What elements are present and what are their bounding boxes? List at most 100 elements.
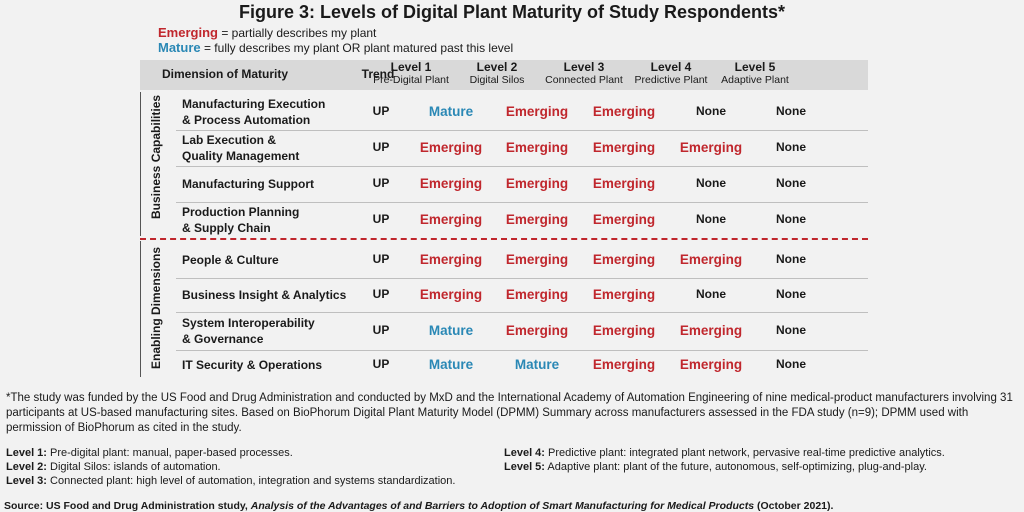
cell-level-5-none: None [776,323,806,337]
cell-level-5-none: None [776,252,806,266]
level-definition-5: Level 5: Adaptive plant: plant of the fu… [504,460,927,474]
row-divider [176,312,868,313]
level-definition-3: Level 3: Connected plant: high level of … [6,474,455,488]
cell-level-5-none: None [776,212,806,226]
row-dimension-label: Business Insight & Analytics [182,287,346,303]
figure-title: Figure 3: Levels of Digital Plant Maturi… [238,2,786,22]
cell-level-4-none: None [696,176,726,190]
legend-emerging: Emerging = partially describes my plant [158,25,376,40]
cell-level-1-emerging: Emerging [419,140,483,155]
header-level-name: Level 5 [734,60,776,74]
group-label-enabling: Enabling Dimensions [149,246,163,369]
cell-level-3-emerging: Emerging [592,252,656,267]
row-label-line1: Production Planning [182,205,300,219]
header-level-4: Level 4 Predictive Plant [626,61,716,87]
level-definition-label: Level 2: [6,461,47,473]
cell-level-1-mature: Mature [428,104,474,119]
header-level-name: Level 1 [390,60,432,74]
header-level-name: Level 3 [563,60,605,74]
level-definition-text: Pre-digital plant: manual, paper-based p… [50,447,293,459]
business-group-border [140,92,141,236]
row-label-line1: Lab Execution & [182,133,277,147]
row-label-line1: System Interoperability [182,316,315,330]
legend-emerging-word: Emerging [158,25,218,40]
row-trend: UP [372,287,390,301]
group-divider [140,238,868,240]
header-level-sub: Digital Silos [469,74,525,86]
cell-level-5-none: None [776,357,806,371]
source-title: Analysis of the Advantages of and Barrie… [250,500,755,512]
row-divider [176,202,868,203]
cell-level-4-emerging: Emerging [679,140,743,155]
table-header: Dimension of Maturity Trend Level 1 Pre-D… [140,60,868,90]
cell-level-1-emerging: Emerging [419,176,483,191]
row-label-line2: Quality Management [182,149,300,163]
cell-level-2-emerging: Emerging [505,252,569,267]
row-label-line1: People & Culture [182,253,279,267]
cell-level-3-emerging: Emerging [592,287,656,302]
header-level-3: Level 3 Connected Plant [539,61,629,87]
cell-level-4-emerging: Emerging [679,252,743,267]
row-label-line2: & Process Automation [182,113,311,127]
header-level-5: Level 5 Adaptive Plant [710,61,800,87]
row-divider [176,130,868,131]
cell-level-5-none: None [776,176,806,190]
row-divider [176,278,868,279]
header-dimension: Dimension of Maturity [162,67,289,81]
cell-level-4-emerging: Emerging [679,357,743,372]
legend-mature-desc: = fully describes my plant OR plant matu… [203,41,514,55]
cell-level-5-none: None [776,104,806,118]
header-level-sub: Connected Plant [545,74,623,86]
cell-level-3-emerging: Emerging [592,104,656,119]
level-definition-label: Level 3: [6,475,47,487]
cell-level-2-emerging: Emerging [505,176,569,191]
row-divider [176,166,868,167]
cell-level-2-emerging: Emerging [505,287,569,302]
row-dimension-label: IT Security & Operations [182,357,322,373]
header-level-sub: Predictive Plant [634,74,708,86]
cell-level-2-mature: Mature [514,357,560,372]
level-definition-1: Level 1: Pre-digital plant: manual, pape… [6,446,293,460]
row-divider [176,350,868,351]
header-trend: Trend [361,67,395,81]
legend-emerging-desc: = partially describes my plant [221,26,377,40]
cell-level-1-emerging: Emerging [419,287,483,302]
level-definition-text: Predictive plant: integrated plant netwo… [548,447,945,459]
row-label-line2: & Supply Chain [182,221,271,235]
cell-level-3-emerging: Emerging [592,323,656,338]
row-dimension-label: Lab Execution & Quality Management [182,132,299,164]
legend-mature-word: Mature [158,40,201,55]
cell-level-3-emerging: Emerging [592,212,656,227]
row-dimension-label: Manufacturing Support [182,176,314,192]
header-level-name: Level 2 [476,60,518,74]
row-dimension-label: People & Culture [182,252,279,268]
row-label-line1: IT Security & Operations [182,358,323,372]
row-trend: UP [372,140,390,154]
row-dimension-label: Production Planning & Supply Chain [182,204,299,236]
header-level-name: Level 4 [650,60,692,74]
level-definition-text: Adaptive plant: plant of the future, aut… [547,461,927,473]
row-trend: UP [372,104,390,118]
cell-level-2-emerging: Emerging [505,140,569,155]
level-definition-4: Level 4: Predictive plant: integrated pl… [504,446,945,460]
cell-level-1-emerging: Emerging [419,212,483,227]
row-trend: UP [372,357,390,371]
row-trend: UP [372,176,390,190]
header-level-2: Level 2 Digital Silos [452,61,542,87]
row-label-line1: Manufacturing Support [182,177,314,191]
cell-level-3-emerging: Emerging [592,140,656,155]
row-label-line1: Business Insight & Analytics [182,288,347,302]
cell-level-3-emerging: Emerging [592,176,656,191]
cell-level-1-emerging: Emerging [419,252,483,267]
row-trend: UP [372,323,390,337]
level-definition-label: Level 5: [504,461,545,473]
header-level-1: Level 1 Pre-Digital Plant [366,61,456,87]
group-label-business: Business Capabilities [149,94,163,219]
cell-level-5-none: None [776,140,806,154]
level-definition-2: Level 2: Digital Silos: islands of autom… [6,460,221,474]
cell-level-4-none: None [696,212,726,226]
source-citation: Source: US Food and Drug Administration … [4,500,833,512]
cell-level-4-none: None [696,287,726,301]
cell-level-2-emerging: Emerging [505,323,569,338]
cell-level-1-mature: Mature [428,357,474,372]
